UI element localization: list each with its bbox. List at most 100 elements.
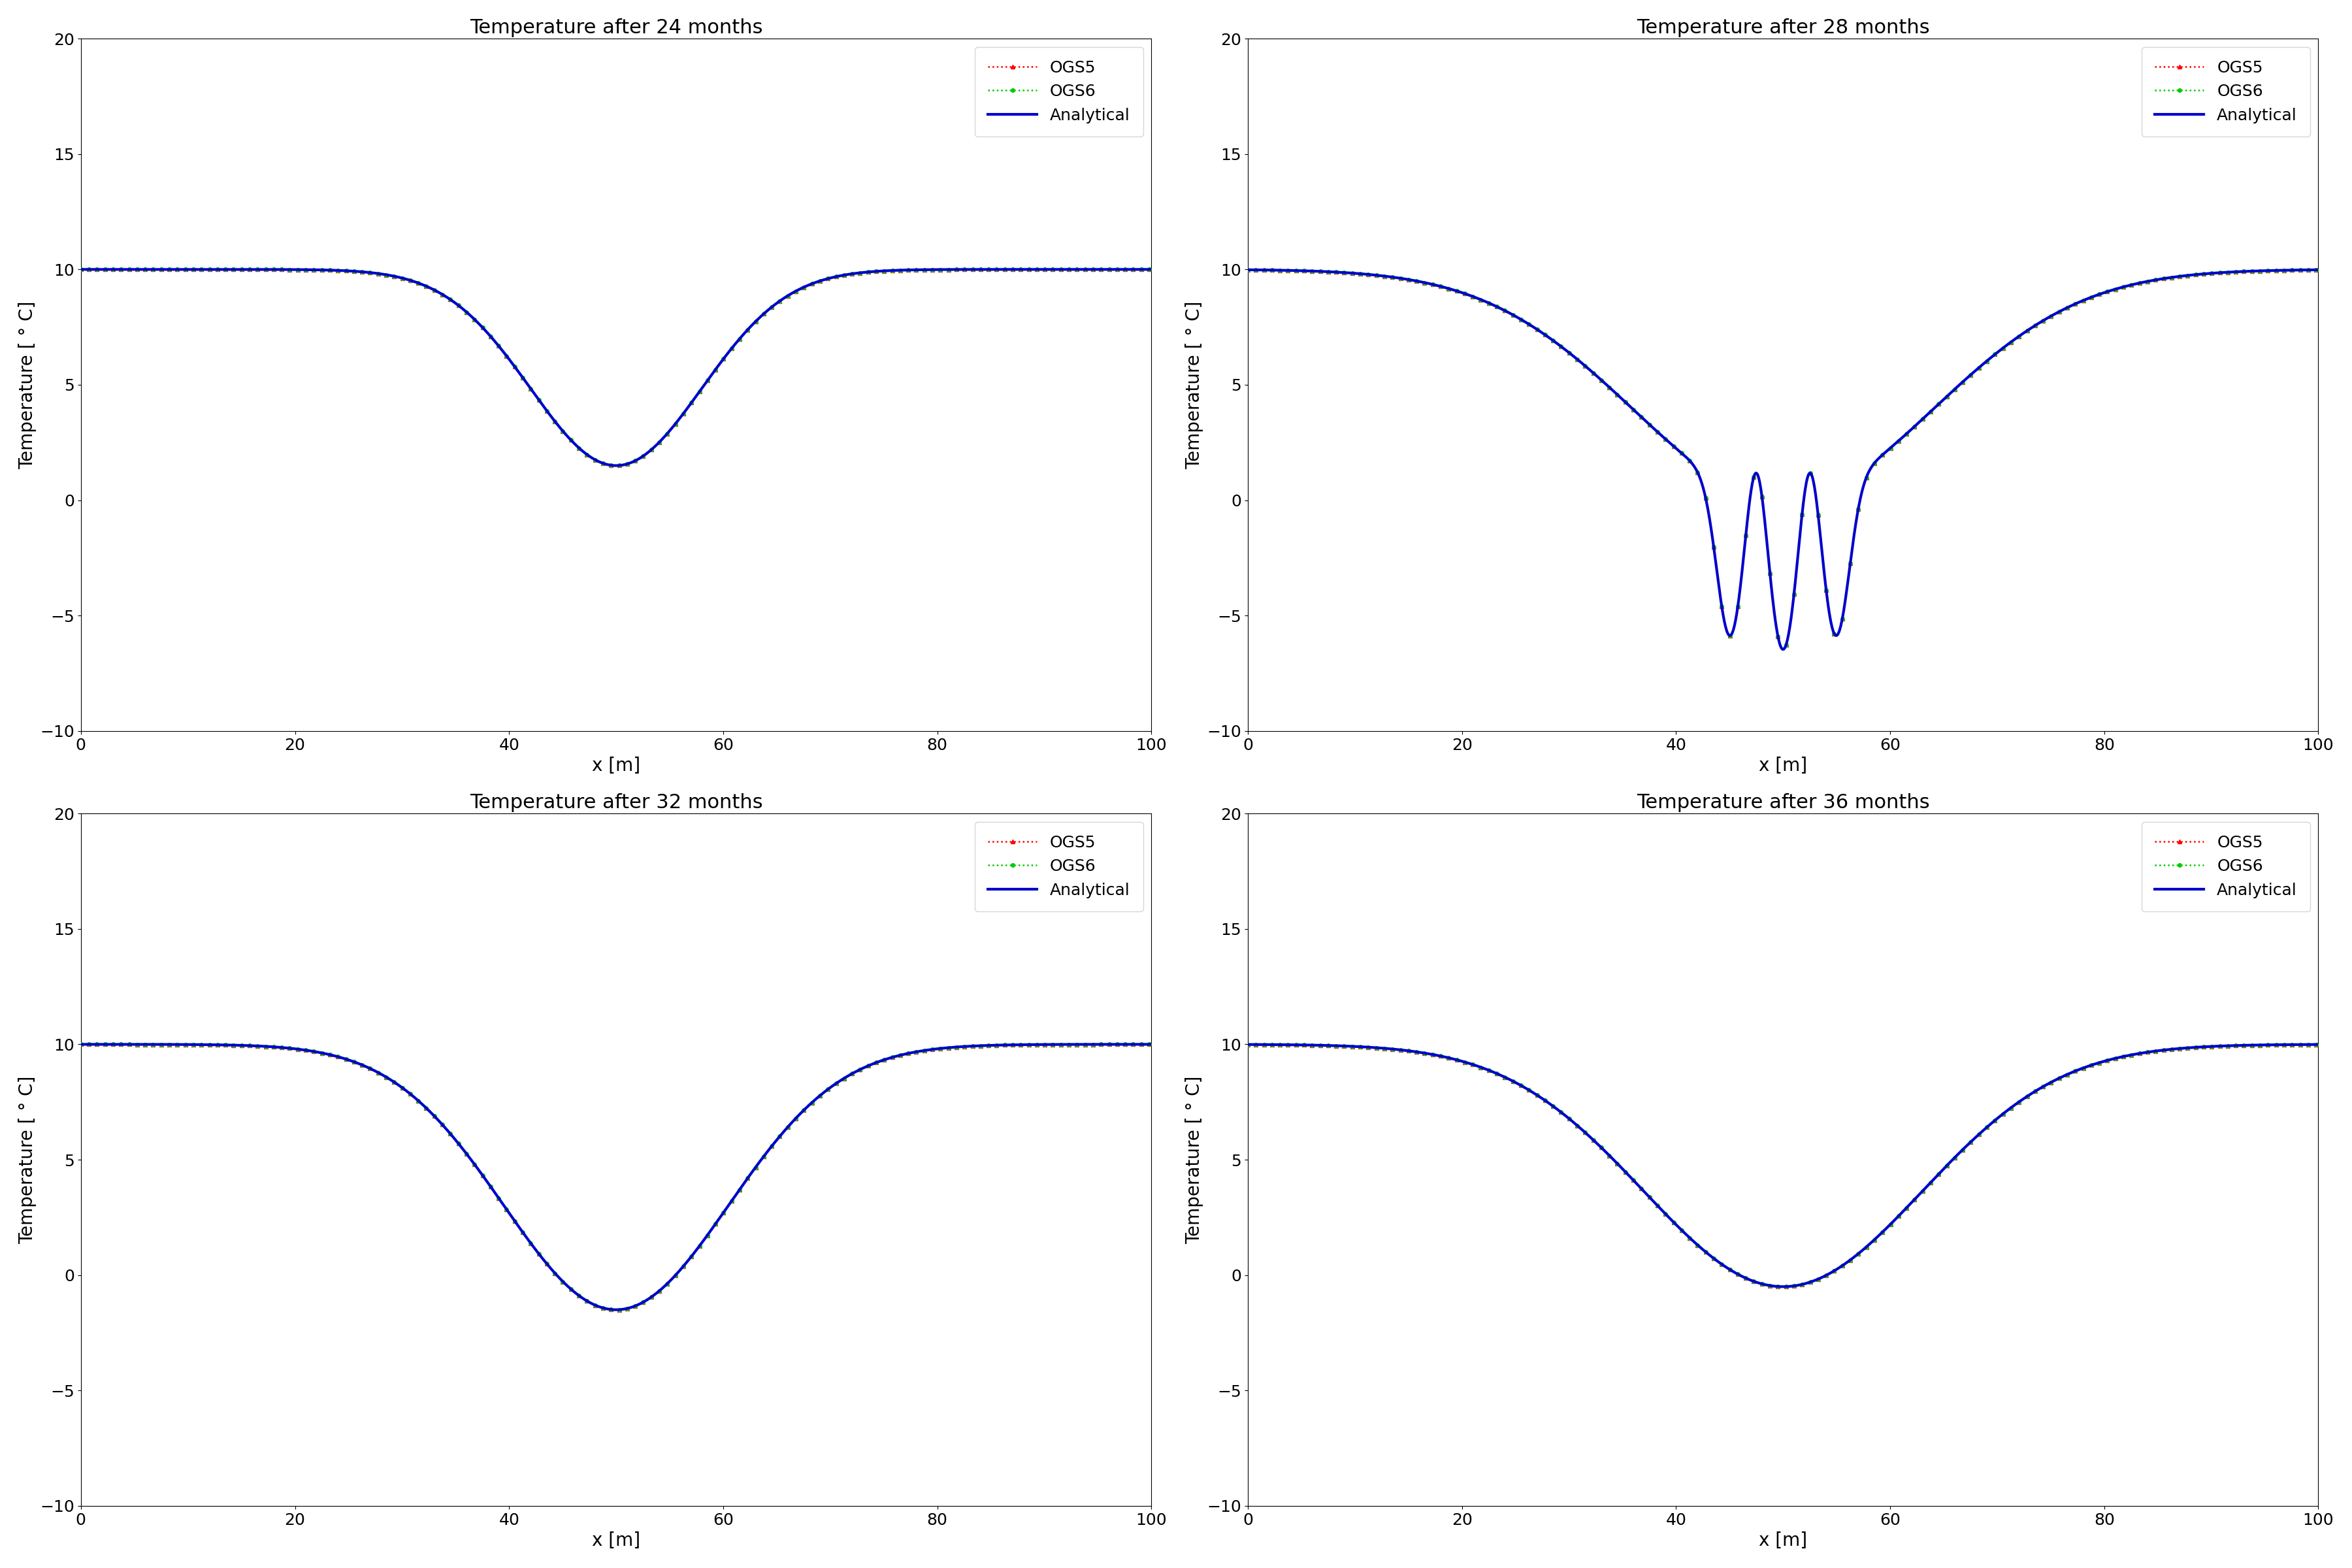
X-axis label: x [m]: x [m]: [1759, 1532, 1806, 1549]
Analytical: [2077, 289, 2105, 307]
Line: OGS6: OGS6: [1247, 268, 2319, 651]
Legend: OGS5, OGS6, Analytical: OGS5, OGS6, Analytical: [974, 47, 1143, 136]
OGS6: [1769, 640, 1797, 659]
Line: OGS6: OGS6: [1247, 1043, 2319, 1289]
Analytical: [122, 1035, 151, 1054]
Analytical: [1105, 260, 1134, 279]
OGS5: [122, 260, 151, 279]
OGS5: [1755, 547, 1783, 566]
OGS6: [2272, 260, 2300, 279]
OGS6: [122, 260, 151, 279]
OGS5: [2274, 1035, 2303, 1054]
OGS6: [66, 1035, 94, 1054]
OGS5: [1726, 1265, 1755, 1284]
Analytical: [1108, 260, 1136, 279]
Analytical: [560, 433, 588, 452]
OGS6: [2272, 1035, 2300, 1054]
Analytical: [2274, 1035, 2303, 1054]
Y-axis label: Temperature [ ° C]: Temperature [ ° C]: [19, 1076, 35, 1243]
OGS6: [1755, 547, 1783, 566]
OGS5: [602, 456, 630, 475]
OGS5: [2305, 260, 2333, 279]
OGS6: [1108, 1035, 1136, 1054]
OGS5: [1108, 1035, 1136, 1054]
OGS5: [1726, 580, 1755, 599]
Y-axis label: Temperature [ ° C]: Temperature [ ° C]: [1185, 301, 1204, 469]
Legend: OGS5, OGS6, Analytical: OGS5, OGS6, Analytical: [974, 822, 1143, 911]
Line: OGS5: OGS5: [80, 268, 1152, 467]
OGS5: [910, 260, 938, 279]
Legend: OGS5, OGS6, Analytical: OGS5, OGS6, Analytical: [2143, 47, 2310, 136]
Analytical: [66, 260, 94, 279]
OGS5: [1108, 260, 1136, 279]
OGS5: [560, 1281, 588, 1300]
Line: Analytical: Analytical: [80, 270, 1152, 466]
OGS5: [1138, 260, 1167, 279]
OGS6: [1138, 260, 1167, 279]
Analytical: [910, 260, 938, 279]
OGS6: [1769, 1278, 1797, 1297]
OGS6: [1726, 580, 1755, 599]
OGS6: [122, 1035, 151, 1054]
OGS6: [910, 1041, 938, 1060]
Title: Temperature after 28 months: Temperature after 28 months: [1637, 19, 1929, 38]
X-axis label: x [m]: x [m]: [593, 1532, 640, 1549]
Analytical: [1235, 1035, 1263, 1054]
Analytical: [1289, 262, 1317, 281]
Analytical: [588, 453, 616, 472]
Line: OGS6: OGS6: [80, 1043, 1152, 1311]
OGS6: [2305, 260, 2333, 279]
Analytical: [1289, 1035, 1317, 1054]
OGS5: [2272, 260, 2300, 279]
OGS6: [2274, 260, 2303, 279]
OGS5: [2272, 1035, 2300, 1054]
Analytical: [1235, 260, 1263, 279]
OGS5: [1769, 1278, 1797, 1297]
OGS5: [66, 1035, 94, 1054]
Analytical: [1769, 640, 1797, 659]
Analytical: [1105, 1035, 1134, 1054]
Line: OGS5: OGS5: [1247, 268, 2319, 651]
OGS5: [66, 260, 94, 279]
OGS6: [602, 1300, 630, 1319]
OGS6: [1289, 262, 1317, 281]
Analytical: [2305, 260, 2333, 279]
Analytical: [1755, 1276, 1783, 1295]
OGS5: [602, 1300, 630, 1319]
OGS5: [2305, 1035, 2333, 1054]
OGS5: [1235, 1035, 1263, 1054]
OGS5: [1235, 260, 1263, 279]
Analytical: [1755, 547, 1783, 566]
Analytical: [588, 1298, 616, 1317]
Analytical: [2274, 260, 2303, 279]
OGS5: [2077, 1055, 2105, 1074]
OGS6: [910, 260, 938, 279]
OGS5: [1769, 640, 1797, 659]
OGS6: [1755, 1276, 1783, 1295]
OGS6: [1105, 1035, 1134, 1054]
Analytical: [66, 1035, 94, 1054]
OGS6: [1235, 1035, 1263, 1054]
OGS5: [122, 1035, 151, 1054]
Line: Analytical: Analytical: [80, 1044, 1152, 1309]
OGS6: [66, 260, 94, 279]
Analytical: [602, 1300, 630, 1319]
OGS6: [560, 1281, 588, 1300]
Line: OGS5: OGS5: [1247, 1043, 2319, 1289]
OGS6: [1235, 260, 1263, 279]
OGS6: [588, 453, 616, 472]
Title: Temperature after 24 months: Temperature after 24 months: [470, 19, 762, 38]
OGS6: [2274, 1035, 2303, 1054]
OGS6: [588, 1298, 616, 1317]
OGS6: [1138, 1035, 1167, 1054]
OGS5: [1289, 1035, 1317, 1054]
Title: Temperature after 32 months: Temperature after 32 months: [470, 793, 762, 812]
Analytical: [1726, 580, 1755, 599]
Analytical: [560, 1281, 588, 1300]
Line: OGS5: OGS5: [80, 1043, 1152, 1311]
Legend: OGS5, OGS6, Analytical: OGS5, OGS6, Analytical: [2143, 822, 2310, 911]
OGS6: [602, 456, 630, 475]
X-axis label: x [m]: x [m]: [1759, 757, 1806, 775]
OGS5: [2274, 260, 2303, 279]
Y-axis label: Temperature [ ° C]: Temperature [ ° C]: [19, 301, 35, 469]
